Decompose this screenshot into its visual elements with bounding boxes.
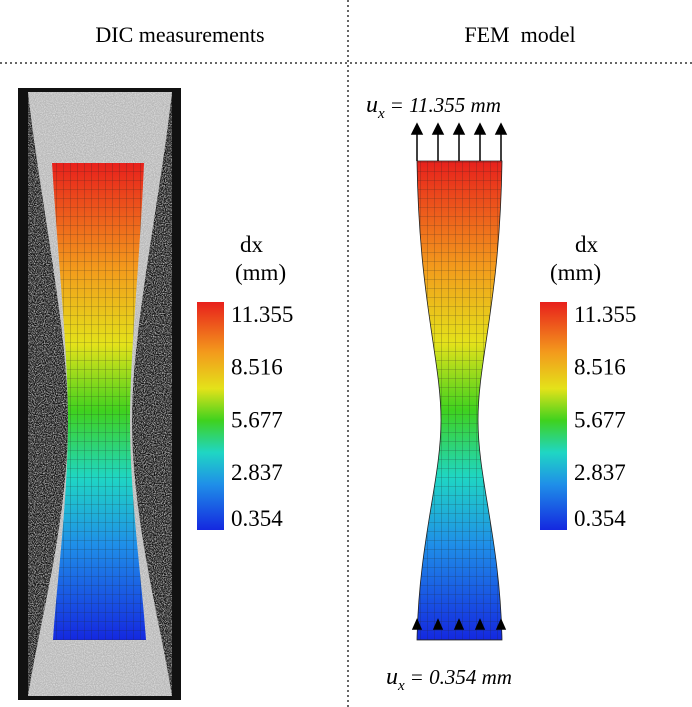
- figure: DIC measurements FEM model ux= 11.355 mm…: [0, 0, 692, 707]
- colorbar-tick-label: 2.837: [574, 460, 626, 485]
- subscript: x: [397, 678, 405, 694]
- colorbar-label: (mm): [235, 260, 286, 285]
- colorbar-gradient: [197, 302, 224, 530]
- colorbar-tick-label: 8.516: [231, 355, 283, 380]
- colorbar-tick-label: 2.837: [231, 460, 283, 485]
- symbol: u: [386, 664, 398, 690]
- colorbar-tick-label: 11.355: [231, 302, 293, 327]
- fem-field: [417, 161, 502, 640]
- colorbar-tick-label: 5.677: [231, 407, 283, 432]
- load-value: = 11.355 mm: [390, 93, 501, 117]
- colorbar-label: dx: [575, 232, 599, 257]
- colorbar-tick-label: 0.354: [231, 506, 283, 531]
- panel-title: FEM model: [464, 22, 575, 47]
- panel-title: DIC measurements: [95, 22, 264, 47]
- colorbar-label: (mm): [550, 260, 601, 285]
- symbol: u: [366, 92, 378, 118]
- load-label: ux = 11.355 mm: [366, 92, 501, 122]
- load-label: ux = 0.354 mm: [386, 664, 512, 694]
- colorbar: dx (mm) 11.355 8.516 5.677 2.837 0.354: [197, 232, 293, 531]
- subscript: x: [377, 106, 385, 122]
- mesh: [417, 161, 502, 640]
- colorbar-tick-label: 5.677: [574, 407, 626, 432]
- colorbar-tick-label: 0.354: [574, 506, 626, 531]
- colorbar-tick-label: 11.355: [574, 302, 636, 327]
- colorbar-label: dx: [240, 232, 264, 257]
- colorbar: dx (mm) 11.355 8.516 5.677 2.837 0.354: [540, 232, 636, 531]
- load-value: = 0.354 mm: [410, 665, 512, 689]
- colorbar-gradient: [540, 302, 567, 530]
- colorbar-tick-label: 8.516: [574, 355, 626, 380]
